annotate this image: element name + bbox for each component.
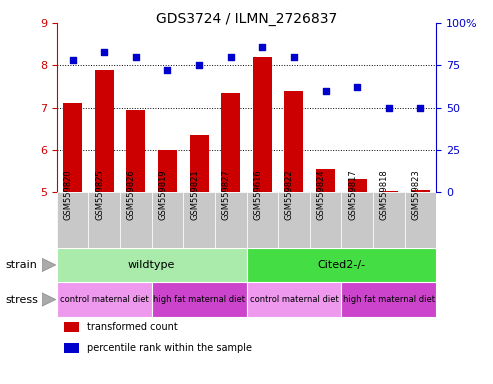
- Bar: [221, 93, 240, 192]
- Text: GSM559822: GSM559822: [285, 169, 294, 220]
- Bar: [246, 248, 436, 282]
- Bar: [310, 192, 341, 248]
- Bar: [278, 192, 310, 248]
- Bar: [64, 322, 79, 332]
- Point: [417, 104, 424, 111]
- Bar: [341, 192, 373, 248]
- Bar: [284, 91, 304, 192]
- Bar: [57, 282, 152, 317]
- Text: transformed count: transformed count: [87, 322, 178, 332]
- Bar: [126, 110, 145, 192]
- Text: GSM559823: GSM559823: [412, 169, 421, 220]
- Point: [100, 49, 108, 55]
- Text: GSM559820: GSM559820: [64, 169, 72, 220]
- Bar: [341, 282, 436, 317]
- Polygon shape: [42, 293, 56, 306]
- Bar: [189, 135, 209, 192]
- Bar: [380, 191, 398, 192]
- Point: [290, 54, 298, 60]
- Point: [258, 44, 266, 50]
- Bar: [246, 192, 278, 248]
- Text: wildtype: wildtype: [128, 260, 176, 270]
- Bar: [57, 192, 88, 248]
- Bar: [152, 282, 246, 317]
- Text: high fat maternal diet: high fat maternal diet: [153, 295, 245, 304]
- Polygon shape: [42, 258, 56, 272]
- Bar: [88, 192, 120, 248]
- Point: [132, 54, 140, 60]
- Point: [353, 84, 361, 90]
- Point: [227, 54, 235, 60]
- Bar: [215, 192, 246, 248]
- Bar: [183, 192, 215, 248]
- Bar: [57, 248, 246, 282]
- Text: Cited2-/-: Cited2-/-: [317, 260, 365, 270]
- Text: stress: stress: [5, 295, 38, 305]
- Bar: [64, 343, 79, 353]
- Text: GSM559819: GSM559819: [158, 169, 168, 220]
- Bar: [405, 192, 436, 248]
- Text: GSM559827: GSM559827: [222, 169, 231, 220]
- Point: [164, 67, 172, 73]
- Bar: [348, 179, 367, 192]
- Bar: [246, 282, 341, 317]
- Text: GSM559826: GSM559826: [127, 169, 136, 220]
- Bar: [373, 192, 405, 248]
- Text: GSM559616: GSM559616: [253, 169, 262, 220]
- Text: percentile rank within the sample: percentile rank within the sample: [87, 343, 252, 353]
- Text: GDS3724 / ILMN_2726837: GDS3724 / ILMN_2726837: [156, 12, 337, 25]
- Bar: [253, 57, 272, 192]
- Text: control maternal diet: control maternal diet: [60, 295, 148, 304]
- Point: [385, 104, 393, 111]
- Bar: [63, 103, 82, 192]
- Bar: [316, 169, 335, 192]
- Bar: [95, 70, 113, 192]
- Text: GSM559818: GSM559818: [380, 169, 389, 220]
- Text: strain: strain: [5, 260, 37, 270]
- Bar: [120, 192, 152, 248]
- Bar: [152, 192, 183, 248]
- Text: control maternal diet: control maternal diet: [249, 295, 338, 304]
- Bar: [411, 190, 430, 192]
- Text: GSM559825: GSM559825: [95, 169, 104, 220]
- Point: [321, 88, 329, 94]
- Text: high fat maternal diet: high fat maternal diet: [343, 295, 435, 304]
- Text: GSM559817: GSM559817: [348, 169, 357, 220]
- Point: [195, 62, 203, 68]
- Point: [69, 57, 76, 63]
- Text: GSM559824: GSM559824: [317, 169, 325, 220]
- Text: GSM559821: GSM559821: [190, 169, 199, 220]
- Bar: [158, 150, 177, 192]
